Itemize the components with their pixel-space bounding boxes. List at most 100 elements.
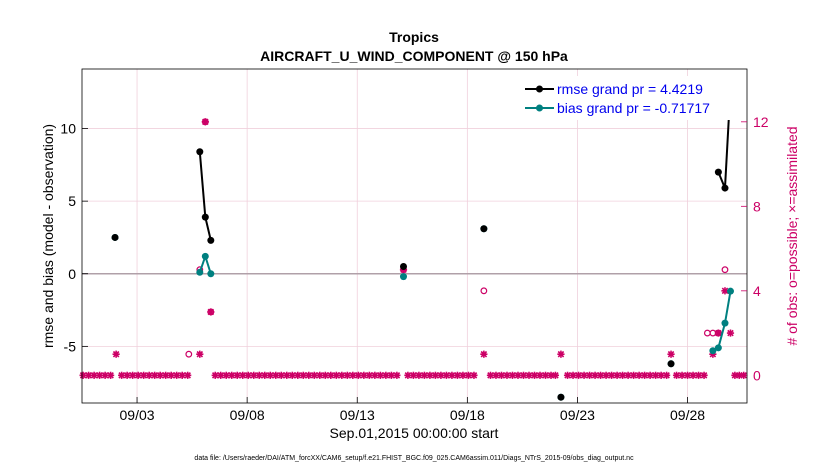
bias-point — [721, 319, 729, 327]
obs-assimilated-marker — [646, 371, 654, 379]
obs-possible-marker — [721, 266, 729, 274]
obs-assimilated-stroke — [101, 372, 109, 379]
rmse-point — [557, 393, 565, 401]
obs-assimilated-stroke — [641, 372, 648, 379]
obs-assimilated-marker — [196, 350, 204, 358]
obs-possible-marker — [714, 329, 722, 337]
obs-assimilated-stroke — [514, 372, 522, 379]
obs-assimilated-stroke — [624, 372, 632, 379]
y-axis-right: 0 4 8 12 — [741, 114, 769, 383]
obs-assimilated-stroke — [503, 372, 511, 379]
bias-point — [714, 344, 722, 352]
obs-assimilated-stroke — [426, 372, 434, 379]
obs-assimilated-stroke — [140, 372, 147, 379]
obs-assimilated-stroke — [322, 372, 329, 379]
obs-assimilated-marker — [415, 371, 423, 379]
obs-assimilated-stroke — [371, 372, 379, 379]
obs-assimilated-marker — [459, 371, 467, 379]
obs-assimilated-stroke — [388, 372, 395, 379]
bias-point — [201, 252, 209, 260]
obs-assimilated-stroke — [333, 372, 340, 379]
obs-assimilated-stroke — [448, 372, 456, 379]
obs-assimilated-stroke — [646, 372, 654, 379]
obs-assimilated-marker — [129, 371, 137, 379]
obs-assimilated-marker — [261, 371, 269, 379]
obs-assimilated-stroke — [498, 372, 505, 379]
obs-assimilated-stroke — [211, 372, 219, 379]
obs-assimilated-stroke — [173, 372, 180, 379]
y-left-tick-label: 5 — [68, 193, 76, 209]
obs-assimilated-marker — [365, 371, 373, 379]
obs-assimilated-marker — [596, 371, 605, 379]
obs-assimilated-marker — [667, 350, 675, 358]
obs-assimilated-stroke — [261, 372, 269, 379]
obs-assimilated-stroke — [311, 372, 318, 379]
obs-assimilated-marker — [726, 329, 735, 337]
obs-assimilated-stroke — [727, 329, 734, 337]
y-axis-left-label: rmse and bias (model - observation) — [40, 124, 56, 348]
obs-assimilated-stroke — [162, 372, 169, 379]
obs-assimilated-marker — [480, 350, 488, 358]
obs-assimilated-stroke — [437, 372, 445, 379]
obs-assimilated-stroke — [410, 372, 417, 379]
obs-assimilated-stroke — [217, 372, 224, 379]
obs-assimilated-stroke — [480, 350, 488, 358]
obs-assimilated-marker — [305, 371, 313, 379]
bias-point — [399, 273, 407, 281]
obs-assimilated-stroke — [678, 372, 686, 379]
x-tick-label: 09/18 — [450, 407, 485, 423]
obs-assimilated-marker — [663, 371, 671, 379]
rmse-point — [201, 213, 209, 221]
obs-assimilated-marker — [557, 350, 565, 358]
obs-possible-marker — [207, 308, 215, 316]
obs-assimilated-stroke — [184, 372, 191, 379]
obs-assimilated-stroke — [557, 350, 565, 358]
chart-title: Tropics — [389, 29, 439, 45]
obs-assimilated-stroke — [118, 372, 125, 379]
obs-assimilated-marker — [233, 371, 241, 379]
obs-assimilated-marker — [343, 371, 351, 379]
y-left-tick-label: 10 — [60, 121, 76, 137]
obs-assimilated-stroke — [123, 372, 131, 379]
plot-area — [82, 69, 747, 403]
legend-box — [520, 76, 742, 120]
obs-assimilated-marker — [321, 371, 329, 379]
obs-assimilated-marker — [551, 371, 560, 379]
obs-assimilated-stroke — [652, 372, 659, 379]
obs-assimilated-marker — [470, 371, 478, 379]
obs-assimilated-marker — [629, 371, 638, 379]
obs-assimilated-stroke — [393, 372, 401, 379]
obs-assimilated-stroke — [283, 372, 291, 379]
x-axis-label: Sep.01,2015 00:00:00 start — [330, 425, 499, 441]
obs-assimilated-stroke — [635, 372, 643, 379]
rmse-point — [196, 148, 204, 156]
legend-bias-marker — [536, 104, 543, 112]
legend: rmse grand pr = 4.4219 bias grand pr = -… — [520, 76, 742, 120]
obs-assimilated-stroke — [667, 350, 675, 358]
obs-assimilated-stroke — [602, 372, 610, 379]
obs-assimilated-stroke — [421, 372, 428, 379]
obs-assimilated-stroke — [404, 372, 412, 379]
obs-assimilated-stroke — [531, 372, 538, 379]
obs-assimilated-marker — [211, 371, 219, 379]
x-tick-label: 09/03 — [120, 407, 155, 423]
obs-assimilated-stroke — [145, 372, 153, 379]
obs-assimilated-marker — [371, 371, 379, 379]
obs-assimilated-stroke — [129, 372, 136, 379]
obs-possible-marker — [480, 287, 488, 295]
obs-assimilated-marker — [580, 371, 588, 379]
obs-possible-marker — [185, 350, 193, 358]
obs-assimilated-stroke — [470, 372, 478, 379]
obs-assimilated-stroke — [305, 372, 313, 379]
obs-assimilated-stroke — [684, 372, 691, 379]
legend-rmse-marker — [536, 85, 543, 93]
obs-assimilated-stroke — [151, 372, 158, 379]
obs-assimilated-stroke — [222, 372, 230, 379]
obs-assimilated-stroke — [85, 372, 92, 379]
y-left-tick-label: 0 — [68, 266, 76, 282]
obs-assimilated-stroke — [267, 372, 274, 379]
obs-assimilated-stroke — [663, 372, 670, 379]
obs-assimilated-stroke — [575, 372, 582, 379]
obs-assimilated-marker — [277, 371, 285, 379]
